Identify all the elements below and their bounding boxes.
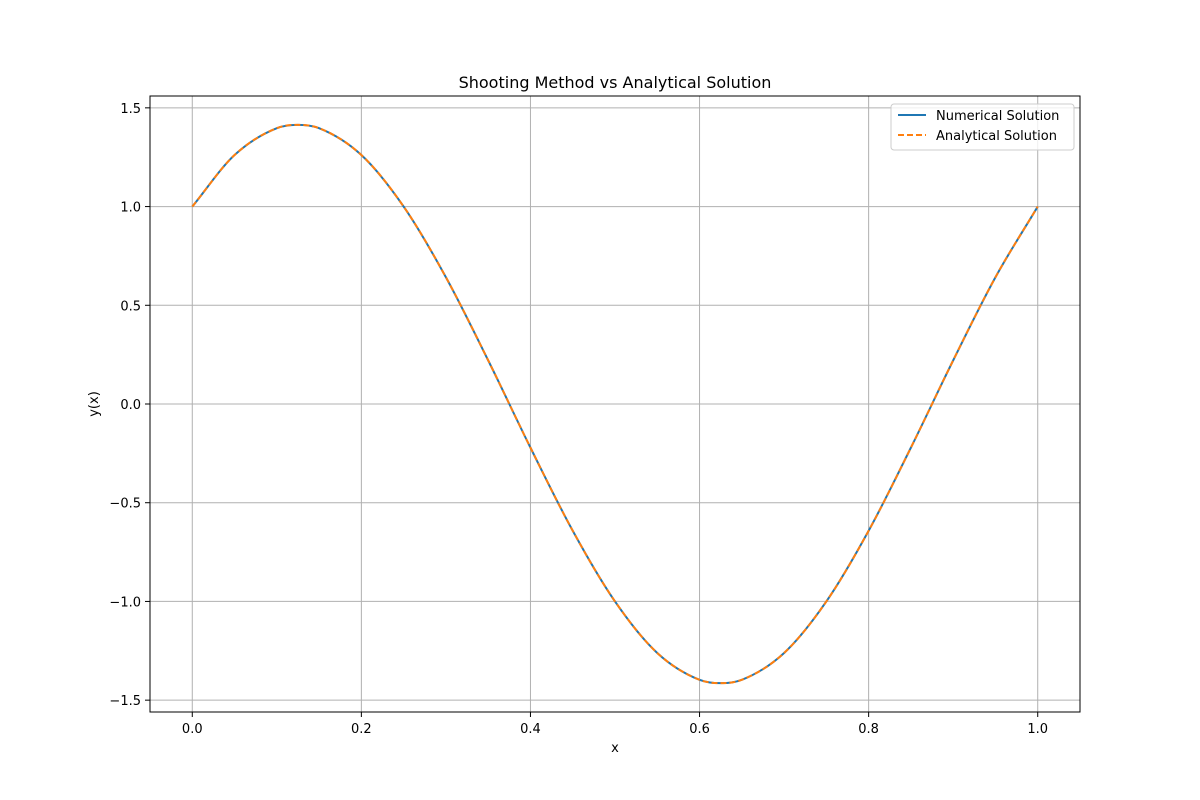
x-axis-label: x	[611, 741, 619, 756]
legend-label-numerical: Numerical Solution	[936, 109, 1059, 124]
legend-box	[890, 103, 1075, 151]
y-tick-label: 1.5	[120, 102, 141, 117]
y-axis-label: y(x)	[87, 391, 102, 417]
x-tick-label: 0.0	[182, 722, 203, 737]
legend-label-analytical: Analytical Solution	[936, 129, 1057, 144]
x-tick-label: 0.8	[858, 722, 879, 737]
y-tick-label: −1.0	[109, 595, 141, 610]
x-tick-label: 0.2	[351, 722, 372, 737]
axis-ticks: 0.0 0.2 0.4 0.6 0.8 1.0 −1.5 −1.0 −0.5 0.0 0.5 1.0 1…	[109, 102, 1048, 737]
y-tick-label: 0.5	[120, 299, 141, 314]
y-tick-label: 1.0	[120, 201, 141, 216]
series-lines	[191, 123, 1039, 685]
series-line-analytical	[191, 123, 1039, 685]
legend: Numerical Solution Analytical Solution	[890, 103, 1075, 151]
x-tick-label: 0.6	[689, 722, 710, 737]
x-tick-label: 0.4	[520, 722, 541, 737]
x-tick-label: 1.0	[1027, 722, 1048, 737]
y-tick-label: −0.5	[109, 497, 141, 512]
y-tick-label: −1.5	[109, 694, 141, 709]
chart-title: Shooting Method vs Analytical Solution	[459, 73, 772, 92]
grid	[150, 96, 1080, 712]
y-tick-label: 0.0	[120, 398, 141, 413]
